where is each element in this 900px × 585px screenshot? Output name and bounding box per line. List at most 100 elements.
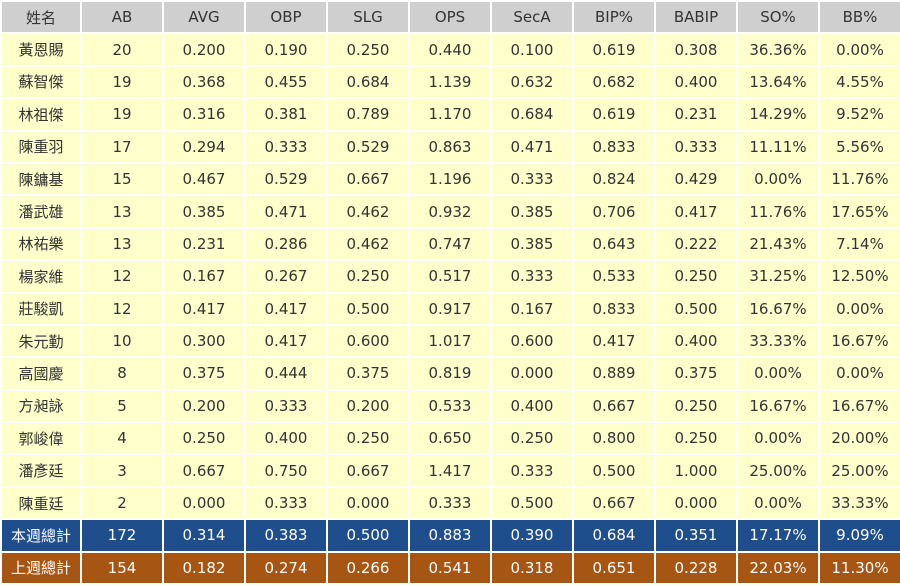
stat-cell-babip: 0.400 xyxy=(656,66,736,98)
player-name-cell: 郭峻偉 xyxy=(2,423,80,454)
stat-cell-avg: 0.250 xyxy=(164,423,244,454)
stat-cell-slg: 0.667 xyxy=(328,163,408,195)
stat-cell-bip-pct: 0.619 xyxy=(574,99,654,130)
stat-cell-ab: 17 xyxy=(82,131,162,162)
stat-cell-ops: 1.170 xyxy=(410,99,490,130)
stat-cell-slg: 0.789 xyxy=(328,99,408,130)
this-week-total-obp: 0.383 xyxy=(246,520,326,551)
stat-cell-seca: 0.100 xyxy=(492,34,572,65)
stat-cell-ab: 13 xyxy=(82,228,162,260)
table-row: 莊駿凱 12 0.417 0.417 0.500 0.917 0.167 0.833 0.500… xyxy=(2,293,900,324)
stat-cell-seca: 0.684 xyxy=(492,99,572,130)
stat-cell-bip-pct: 0.833 xyxy=(574,131,654,162)
player-name-cell: 潘武雄 xyxy=(2,196,80,227)
stat-cell-slg: 0.375 xyxy=(328,358,408,389)
table-row: 方昶詠 5 0.200 0.333 0.200 0.533 0.400 0.667 0.250 1… xyxy=(2,390,900,422)
last-week-total-avg: 0.182 xyxy=(164,552,244,584)
stat-cell-bb-pct: 33.33% xyxy=(820,487,900,519)
stat-cell-bb-pct: 4.55% xyxy=(820,66,900,98)
stat-cell-so-pct: 11.11% xyxy=(738,131,818,162)
stat-cell-seca: 0.250 xyxy=(492,423,572,454)
stat-cell-bb-pct: 20.00% xyxy=(820,423,900,454)
column-header-slg: SLG xyxy=(328,2,408,33)
stat-cell-avg: 0.368 xyxy=(164,66,244,98)
stat-cell-so-pct: 36.36% xyxy=(738,34,818,65)
stat-cell-bip-pct: 0.619 xyxy=(574,34,654,65)
stat-cell-bb-pct: 17.65% xyxy=(820,196,900,227)
column-header-obp: OBP xyxy=(246,2,326,33)
stat-cell-obp: 0.417 xyxy=(246,325,326,357)
stat-cell-babip: 0.429 xyxy=(656,163,736,195)
stat-cell-so-pct: 0.00% xyxy=(738,423,818,454)
stat-cell-bip-pct: 0.889 xyxy=(574,358,654,389)
stat-cell-babip: 0.308 xyxy=(656,34,736,65)
stat-cell-so-pct: 0.00% xyxy=(738,487,818,519)
stat-cell-bb-pct: 0.00% xyxy=(820,293,900,324)
stat-cell-bip-pct: 0.667 xyxy=(574,487,654,519)
stat-cell-slg: 0.500 xyxy=(328,293,408,324)
stat-cell-ab: 10 xyxy=(82,325,162,357)
table-row: 林祐樂 13 0.231 0.286 0.462 0.747 0.385 0.643 0.222… xyxy=(2,228,900,260)
stat-cell-ab: 2 xyxy=(82,487,162,519)
stat-cell-avg: 0.667 xyxy=(164,455,244,486)
stat-cell-seca: 0.500 xyxy=(492,487,572,519)
this-week-total-so-pct: 17.17% xyxy=(738,520,818,551)
stat-cell-babip: 0.417 xyxy=(656,196,736,227)
stat-cell-slg: 0.462 xyxy=(328,228,408,260)
stat-cell-so-pct: 21.43% xyxy=(738,228,818,260)
last-week-total-so-pct: 22.03% xyxy=(738,552,818,584)
stat-cell-seca: 0.167 xyxy=(492,293,572,324)
stat-cell-ab: 15 xyxy=(82,163,162,195)
stat-cell-obp: 0.333 xyxy=(246,487,326,519)
stat-cell-bb-pct: 0.00% xyxy=(820,358,900,389)
stat-cell-obp: 0.529 xyxy=(246,163,326,195)
stat-cell-avg: 0.200 xyxy=(164,390,244,422)
stat-cell-slg: 0.250 xyxy=(328,423,408,454)
stat-cell-avg: 0.200 xyxy=(164,34,244,65)
stat-cell-bip-pct: 0.833 xyxy=(574,293,654,324)
last-week-total-bb-pct: 11.30% xyxy=(820,552,900,584)
stat-cell-babip: 0.250 xyxy=(656,261,736,292)
column-header-bip-pct: BIP% xyxy=(574,2,654,33)
stat-cell-bip-pct: 0.667 xyxy=(574,390,654,422)
player-rows: 黃恩賜 20 0.200 0.190 0.250 0.440 0.100 0.619 0.308… xyxy=(2,34,900,519)
this-week-total-ops: 0.883 xyxy=(410,520,490,551)
stat-cell-slg: 0.250 xyxy=(328,261,408,292)
stat-cell-so-pct: 16.67% xyxy=(738,390,818,422)
table-row: 陳重廷 2 0.000 0.333 0.000 0.333 0.500 0.667 0.000 0… xyxy=(2,487,900,519)
last-week-total-row: 上週總計 154 0.182 0.274 0.266 0.541 0.318 0… xyxy=(2,552,900,584)
stat-cell-slg: 0.529 xyxy=(328,131,408,162)
stat-cell-ab: 4 xyxy=(82,423,162,454)
stat-cell-obp: 0.471 xyxy=(246,196,326,227)
stat-cell-bip-pct: 0.500 xyxy=(574,455,654,486)
this-week-total-label: 本週總計 xyxy=(2,520,80,551)
stat-cell-seca: 0.632 xyxy=(492,66,572,98)
stat-cell-so-pct: 0.00% xyxy=(738,358,818,389)
stat-cell-bb-pct: 11.76% xyxy=(820,163,900,195)
stat-cell-ops: 0.533 xyxy=(410,390,490,422)
stat-cell-ab: 5 xyxy=(82,390,162,422)
column-header-bb-pct: BB% xyxy=(820,2,900,33)
player-name-cell: 高國慶 xyxy=(2,358,80,389)
stat-cell-so-pct: 16.67% xyxy=(738,293,818,324)
table-row: 潘彥廷 3 0.667 0.750 0.667 1.417 0.333 0.500 1.000 2… xyxy=(2,455,900,486)
column-header-ops: OPS xyxy=(410,2,490,33)
column-header-so-pct: SO% xyxy=(738,2,818,33)
table-row: 潘武雄 13 0.385 0.471 0.462 0.932 0.385 0.706 0.417… xyxy=(2,196,900,227)
stat-cell-so-pct: 11.76% xyxy=(738,196,818,227)
stat-cell-obp: 0.381 xyxy=(246,99,326,130)
table-row: 蘇智傑 19 0.368 0.455 0.684 1.139 0.632 0.682 0.400… xyxy=(2,66,900,98)
stat-cell-ops: 0.440 xyxy=(410,34,490,65)
stat-cell-slg: 0.684 xyxy=(328,66,408,98)
stat-cell-bb-pct: 9.52% xyxy=(820,99,900,130)
stat-cell-so-pct: 13.64% xyxy=(738,66,818,98)
this-week-total-slg: 0.500 xyxy=(328,520,408,551)
stat-cell-ops: 1.417 xyxy=(410,455,490,486)
player-name-cell: 陳鏞基 xyxy=(2,163,80,195)
stat-cell-ops: 0.917 xyxy=(410,293,490,324)
player-name-cell: 楊家維 xyxy=(2,261,80,292)
stat-cell-so-pct: 14.29% xyxy=(738,99,818,130)
this-week-total-row: 本週總計 172 0.314 0.383 0.500 0.883 0.390 0… xyxy=(2,520,900,551)
stat-cell-so-pct: 0.00% xyxy=(738,163,818,195)
stat-cell-seca: 0.385 xyxy=(492,228,572,260)
